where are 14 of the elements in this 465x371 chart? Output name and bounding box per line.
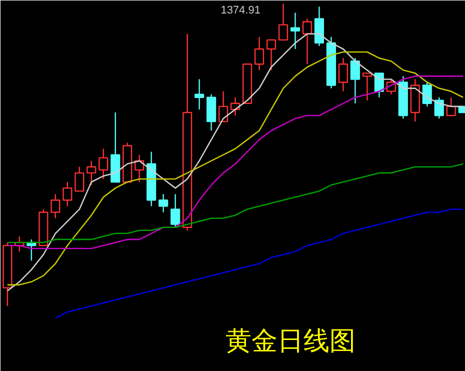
candlestick — [326, 36, 336, 89]
candlestick — [290, 12, 300, 50]
annotation: 1374.91 — [220, 4, 260, 16]
candlestick — [254, 36, 264, 71]
candlestick — [314, 6, 324, 47]
candlestick — [206, 94, 216, 132]
candlestick — [182, 33, 192, 231]
candlestick — [338, 57, 348, 92]
candlestick — [194, 78, 204, 110]
text: 黄金日线图 — [226, 326, 356, 356]
candlestick — [158, 194, 168, 213]
candlestick — [146, 151, 156, 207]
candlestick — [230, 96, 240, 116]
candlestick — [98, 148, 108, 180]
